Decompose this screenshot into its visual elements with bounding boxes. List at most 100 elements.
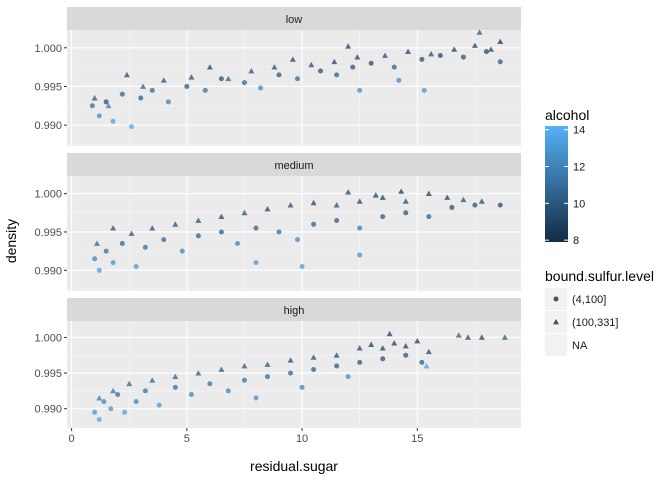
legend-key-circle <box>553 296 559 302</box>
data-point-circle <box>184 83 190 89</box>
data-point-circle <box>334 363 340 369</box>
data-point-circle <box>396 77 402 83</box>
data-point-triangle <box>248 67 255 74</box>
y-tick-label: 0.995 <box>34 81 62 93</box>
data-point-circle <box>149 87 155 93</box>
facet-panels: low0.9900.9951.000medium0.9900.9951.000h… <box>34 7 521 428</box>
data-point-triangle <box>414 337 421 344</box>
data-point-triangle <box>372 192 379 198</box>
data-point-circle <box>419 359 425 365</box>
data-point-triangle <box>218 213 225 220</box>
data-point-triangle <box>444 194 451 200</box>
x-tick-label: 15 <box>411 433 423 445</box>
x-tick-label: 10 <box>296 433 308 445</box>
data-point-circle <box>89 103 95 109</box>
data-point-triangle <box>271 64 278 70</box>
data-point-triangle <box>478 198 485 204</box>
data-point-circle <box>483 49 489 55</box>
x-tick-label: 5 <box>184 433 190 445</box>
shape-legend-keys: (4,100] (100,331] NA <box>545 288 618 356</box>
facet-strip-label: low <box>286 14 303 26</box>
data-point-triangle <box>188 74 195 80</box>
data-point-triangle <box>425 190 432 197</box>
data-point-circle <box>195 233 201 239</box>
colorbar-tick-label: 14 <box>573 125 585 137</box>
data-point-triangle <box>345 189 352 195</box>
data-point-circle <box>345 374 351 380</box>
data-point-circle <box>276 229 282 235</box>
alcohol-legend: alcohol 8 10 12 14 <box>545 107 589 247</box>
data-point-triangle <box>386 330 393 337</box>
data-point-circle <box>299 384 305 390</box>
legend-key-label: NA <box>572 340 588 352</box>
y-tick-label: 0.990 <box>34 265 62 277</box>
data-point-triangle <box>195 370 202 376</box>
data-point-triangle <box>476 29 483 35</box>
data-point-circle <box>142 244 148 250</box>
data-point-circle <box>421 87 427 93</box>
data-point-circle <box>133 399 139 405</box>
legend-key-label: (100,331] <box>572 317 618 329</box>
data-point-triangle <box>123 71 130 78</box>
data-point-circle <box>357 87 363 93</box>
data-point-circle <box>115 391 121 397</box>
data-point-circle <box>299 263 305 269</box>
data-point-triangle <box>379 345 386 351</box>
data-point-circle <box>294 76 300 82</box>
data-point-triangle <box>423 362 430 369</box>
panel-background <box>67 176 521 291</box>
data-point-triangle <box>128 230 135 236</box>
data-point-triangle <box>149 225 156 231</box>
data-point-triangle <box>356 198 363 204</box>
facet-points <box>89 29 504 130</box>
data-point-circle <box>92 256 98 262</box>
data-point-circle <box>110 260 116 266</box>
data-point-circle <box>218 76 224 82</box>
x-axis-title: residual.sugar <box>250 458 338 474</box>
data-point-triangle <box>218 366 225 372</box>
sulfur-level-legend-title: bound.sulfur.level <box>545 268 654 284</box>
alcohol-colorbar <box>545 126 568 242</box>
data-point-triangle <box>382 52 389 58</box>
data-point-triangle <box>308 61 315 68</box>
data-point-triangle <box>105 102 112 109</box>
legend-key-triangle <box>553 319 559 325</box>
y-tick-label: 1.000 <box>34 43 62 55</box>
panel-background <box>67 321 521 428</box>
data-point-circle <box>253 395 259 401</box>
facet-strip <box>67 298 521 321</box>
facet-low: low 0.990 0.995 1.000 <box>34 7 521 146</box>
colorbar-ticks: 8 10 12 14 <box>545 125 585 247</box>
data-point-triangle <box>497 38 504 44</box>
data-point-circle <box>96 113 102 119</box>
data-point-triangle <box>310 199 317 206</box>
data-point-triangle <box>379 194 386 200</box>
data-point-circle <box>497 59 503 65</box>
alcohol-legend-title: alcohol <box>545 107 589 123</box>
data-point-triangle <box>402 198 409 204</box>
data-point-triangle <box>464 334 471 340</box>
x-axis: 0 5 10 15 <box>69 428 423 445</box>
data-point-triangle <box>402 342 409 349</box>
data-point-triangle <box>501 334 508 340</box>
x-tick-label: 0 <box>69 433 75 445</box>
facet-strip-label: high <box>284 305 305 317</box>
data-point-triangle <box>110 387 117 394</box>
data-point-circle <box>188 391 194 397</box>
data-point-triangle <box>241 209 248 216</box>
data-point-triangle <box>195 217 202 223</box>
data-point-triangle <box>149 377 156 383</box>
data-point-circle <box>119 91 125 97</box>
data-point-circle <box>391 64 397 70</box>
data-point-circle <box>311 221 317 227</box>
data-point-circle <box>253 260 259 266</box>
data-point-triangle <box>264 361 271 367</box>
data-point-circle <box>437 53 443 59</box>
y-tick-label: 0.995 <box>34 368 62 380</box>
colorbar-tick-label: 12 <box>573 162 585 174</box>
data-point-circle <box>318 68 324 74</box>
data-point-circle <box>403 210 409 216</box>
data-point-circle <box>334 72 340 78</box>
facet-points <box>92 330 508 422</box>
data-point-triangle <box>471 42 478 48</box>
